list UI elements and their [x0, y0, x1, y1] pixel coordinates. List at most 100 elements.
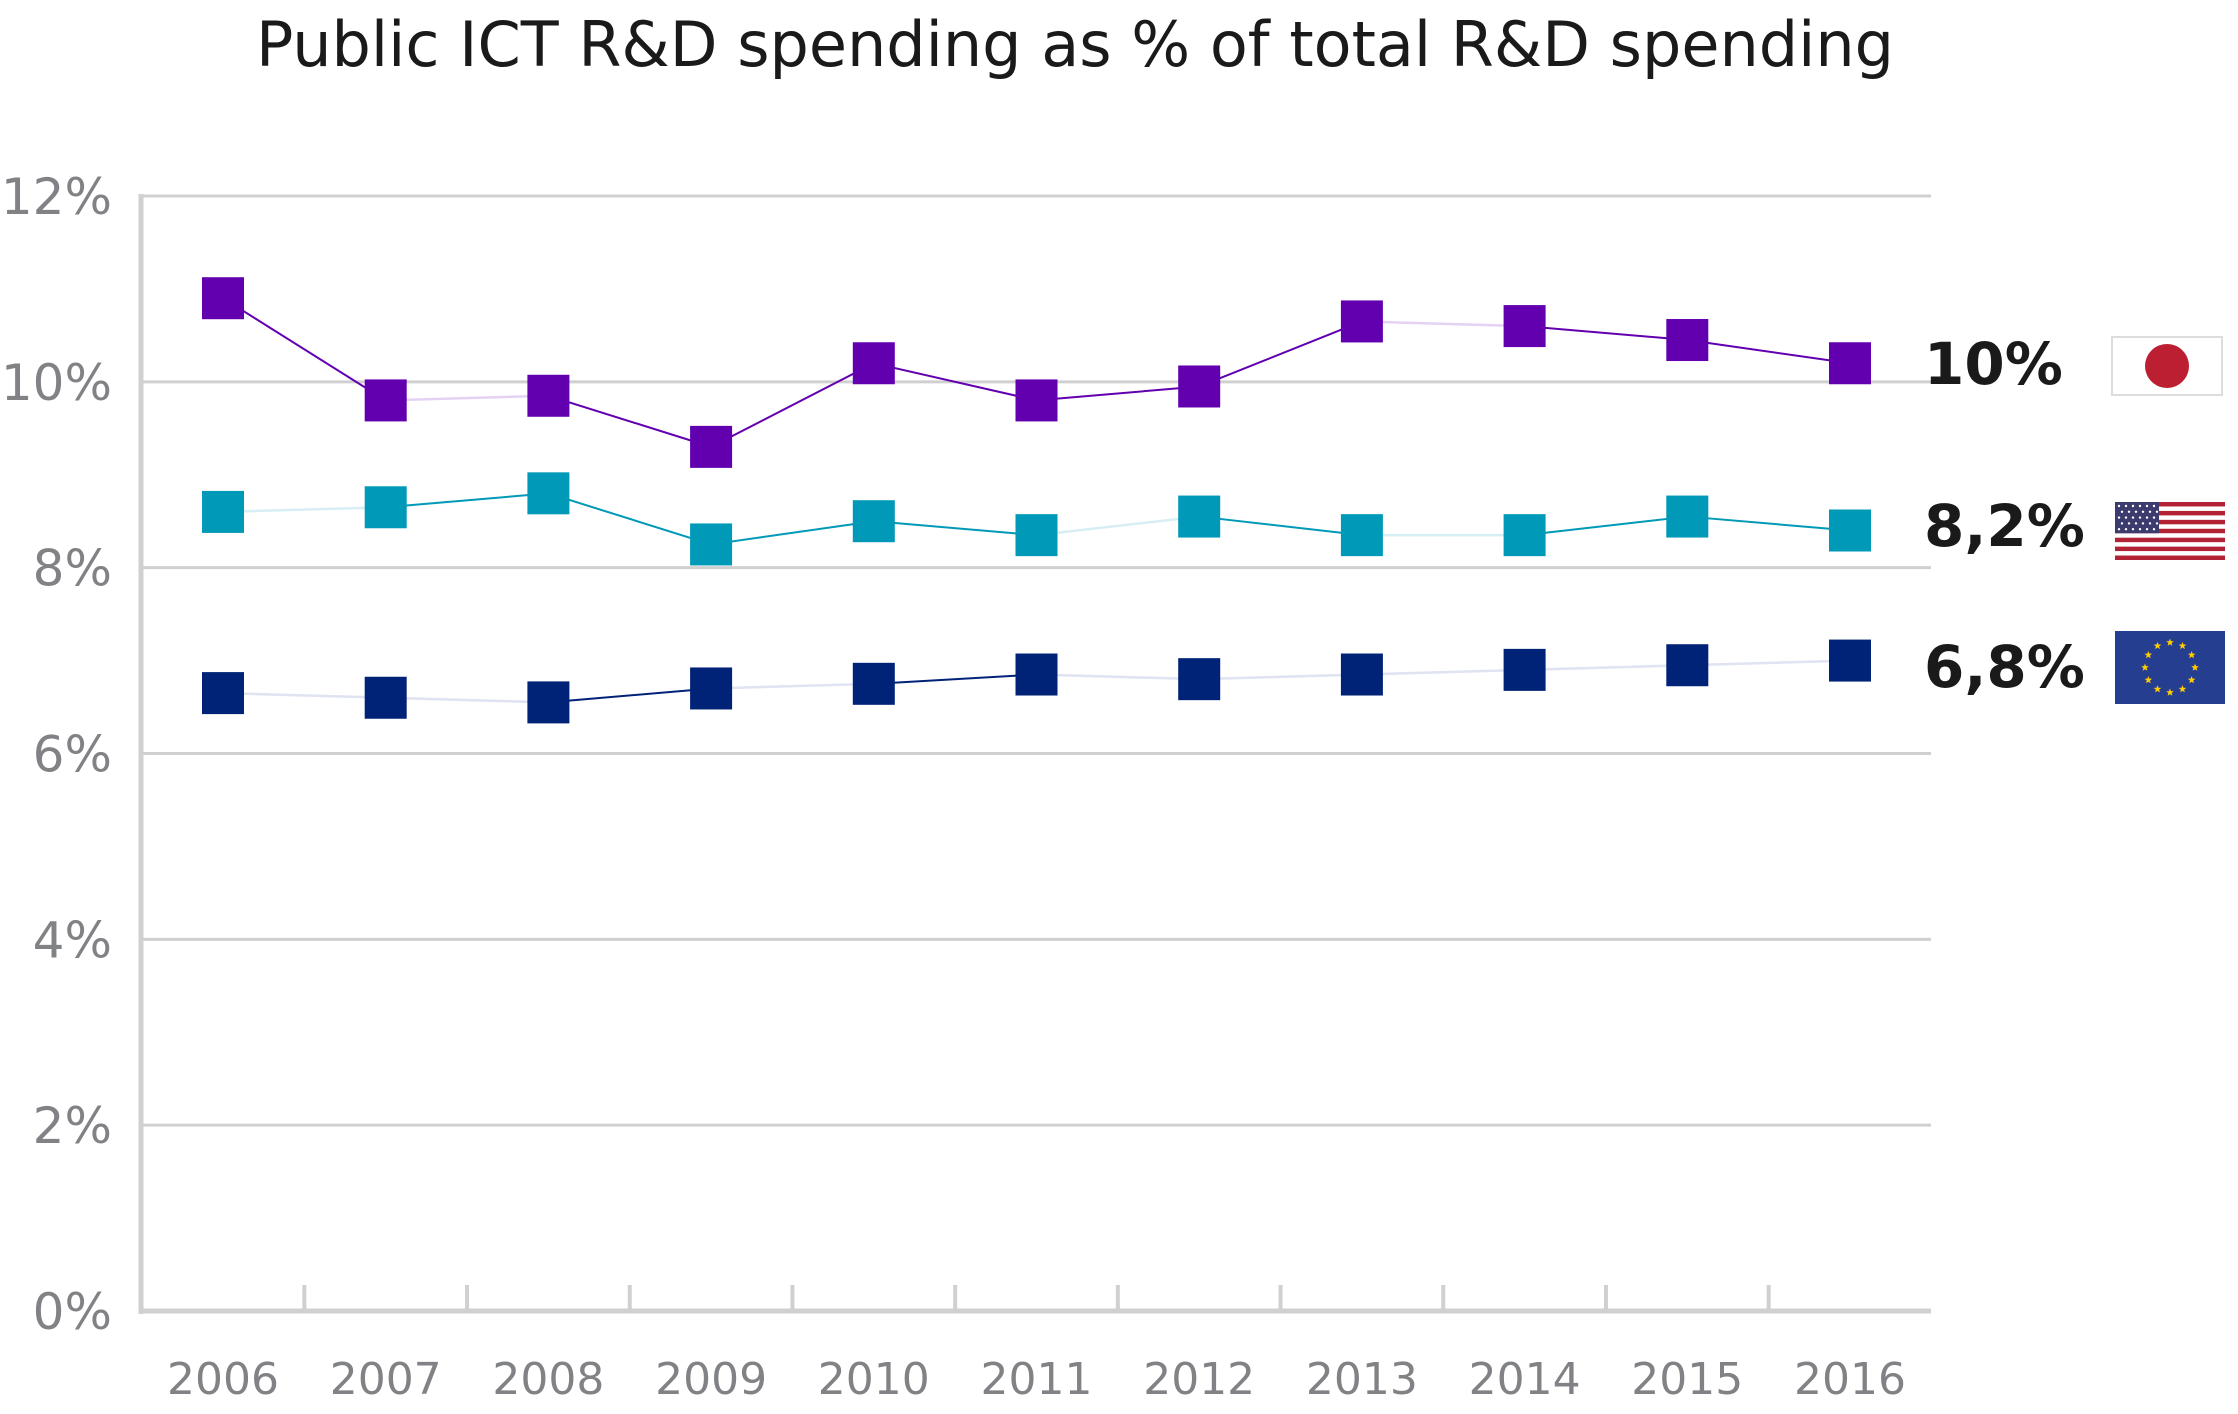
flag-star	[2191, 663, 2199, 671]
flag-star	[2117, 528, 2121, 531]
series-line-segment	[548, 492, 712, 546]
flag-star	[2178, 641, 2187, 650]
flag-star	[2152, 516, 2156, 519]
x-axis-ticks: 2006 2007 2008 2009 2010 2011 2012 2013 2014 2015…	[167, 1354, 1906, 1405]
data-point-marker	[364, 676, 407, 719]
series-line-segment	[1198, 320, 1363, 388]
data-point-marker	[1015, 379, 1058, 422]
series-line-segment	[873, 673, 1037, 685]
flag-star	[2153, 641, 2162, 650]
data-point-marker	[1178, 495, 1221, 538]
flag-star	[2117, 504, 2121, 508]
data-point-marker	[1829, 342, 1871, 385]
data-point-marker	[1503, 305, 1546, 348]
data-point-marker	[852, 342, 895, 385]
y-tick-label: 10%	[1, 354, 112, 412]
flag-star	[2127, 522, 2131, 525]
axes	[138, 194, 1931, 1314]
flag-star	[2124, 528, 2128, 531]
data-point-marker	[202, 277, 244, 320]
flag-stripe	[2115, 510, 2225, 516]
data-point-marker	[1829, 509, 1871, 552]
y-tick-label: 8%	[33, 540, 112, 598]
x-tick-label: 2011	[981, 1354, 1093, 1405]
flag-star	[2152, 528, 2156, 531]
flag-stripe	[2115, 519, 2225, 525]
flag-canton	[2115, 502, 2159, 534]
series-line-segment	[1199, 673, 1362, 681]
series-line-segment	[385, 696, 549, 704]
x-tick-label: 2006	[167, 1354, 279, 1405]
series-line-segment	[222, 691, 386, 699]
flag-star	[2155, 510, 2159, 513]
series-line-segment	[1524, 325, 1688, 342]
flag-star	[2155, 522, 2159, 525]
series-line-segment	[710, 520, 874, 546]
x-tick-label: 2016	[1794, 1354, 1906, 1405]
data-point-marker	[1503, 648, 1546, 691]
data-point-marker	[527, 681, 570, 724]
data-point-marker	[527, 472, 570, 515]
series-line-segment	[222, 297, 387, 402]
series-japan	[202, 277, 1871, 468]
flag-star	[2131, 528, 2135, 531]
x-tick-label: 2013	[1306, 1354, 1418, 1405]
series-line-segment	[1524, 663, 1688, 672]
flag-star	[2141, 663, 2149, 671]
x-tick-label: 2008	[492, 1354, 604, 1405]
flag-star	[2152, 504, 2156, 508]
data-point-marker	[852, 662, 895, 705]
flags	[2111, 336, 2225, 704]
data-point-marker	[1178, 365, 1221, 408]
flag-star	[2141, 510, 2145, 513]
series-line-segment	[1036, 673, 1200, 681]
series-line-segment	[1687, 515, 1851, 532]
data-point-marker	[1178, 658, 1221, 701]
flag-star	[2134, 522, 2138, 525]
data-point-marker	[364, 486, 407, 529]
flag-star	[2145, 516, 2149, 519]
series-line-segment	[873, 362, 1037, 402]
y-axis-ticks: 0% 2% 4% 6% 8% 10% 12%	[1, 168, 112, 1341]
end-labels: 10% 8,2% 6,8%	[1924, 330, 2085, 701]
flag-stripe	[2115, 555, 2225, 560]
series-united-states	[202, 472, 1871, 566]
series-line-segment	[873, 520, 1037, 537]
data-point-marker	[690, 667, 733, 710]
flag-star	[2134, 510, 2138, 513]
flag-star	[2187, 676, 2196, 684]
flag-star	[2138, 516, 2142, 519]
data-point-marker	[1666, 495, 1709, 538]
flag-star	[2153, 685, 2162, 693]
series-line-segment	[385, 492, 549, 509]
y-tick-label: 4%	[33, 911, 112, 969]
flag-star	[2124, 504, 2128, 508]
flag-star	[2166, 688, 2174, 696]
flag-star	[2120, 510, 2124, 513]
eu-flag-icon	[2115, 631, 2225, 704]
end-value-label: 8,2%	[1924, 492, 2085, 560]
end-value-label: 6,8%	[1924, 633, 2085, 701]
data-point-marker	[1503, 514, 1546, 557]
data-point-marker	[1340, 300, 1383, 343]
series-line-segment	[1199, 515, 1363, 537]
data-point-marker	[1340, 653, 1383, 696]
series-line-segment	[1036, 385, 1200, 402]
flag-stripe	[2115, 546, 2225, 552]
series-line-segment	[548, 394, 712, 448]
y-tick-label: 0%	[33, 1283, 112, 1341]
x-tick-label: 2014	[1469, 1354, 1581, 1405]
flag-star	[2124, 516, 2128, 519]
series-line-segment	[1524, 515, 1688, 537]
chart-title: Public ICT R&D spending as % of total R&…	[255, 8, 1895, 81]
gridlines	[141, 194, 1931, 1127]
flag-stripe	[2115, 502, 2225, 507]
series-group	[202, 277, 1871, 724]
flag-star	[2144, 676, 2153, 684]
flag-star	[2145, 528, 2149, 531]
series-line-segment	[1687, 659, 1851, 667]
data-point-marker	[690, 523, 733, 566]
x-tick-label: 2009	[655, 1354, 767, 1405]
flag-star	[2131, 504, 2135, 508]
